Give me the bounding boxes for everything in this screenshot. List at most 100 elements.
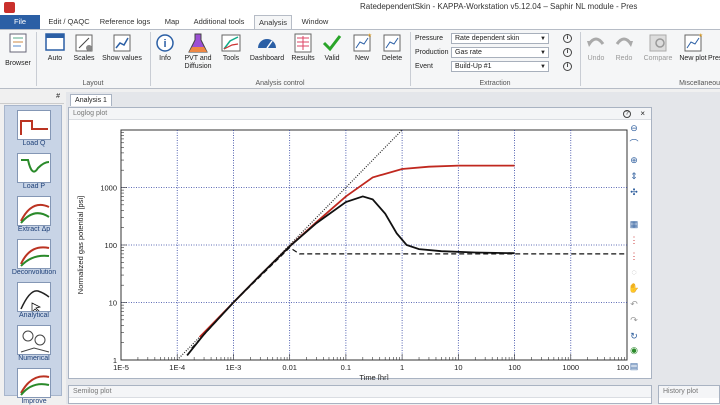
delete-plot-icon	[381, 32, 403, 54]
redo-button[interactable]: Redo	[612, 32, 636, 63]
hand-icon[interactable]: ✋	[628, 283, 640, 293]
x-tick-label: 1E-4	[169, 363, 185, 372]
production-info-icon[interactable]: i	[563, 48, 572, 57]
history-plot-header: History plot	[659, 386, 719, 398]
load-q-button[interactable]: Load Q	[5, 110, 63, 147]
scales-icon	[73, 32, 95, 54]
layout-group-label: Layout	[82, 80, 104, 87]
title-bar: RatedependentSkin - KAPPA-Workstation v5…	[0, 0, 720, 15]
svg-text:*: *	[699, 32, 703, 42]
analysis-control-group-label: Analysis control	[255, 80, 305, 87]
load-p-icon	[17, 153, 51, 183]
analytical-button[interactable]: Analytical	[5, 282, 63, 319]
undo-icon	[585, 32, 607, 54]
document-tab-analysis-1[interactable]: Analysis 1	[70, 94, 112, 106]
x-tick-label: 1	[400, 363, 404, 372]
tab-analysis[interactable]: Analysis	[254, 15, 292, 29]
new-plot-button[interactable]: * New plot	[679, 32, 707, 62]
numerical-button[interactable]: Numerical	[5, 325, 63, 362]
dropdown-arrow-icon: ▼	[540, 36, 546, 42]
tools-button[interactable]: Tools	[218, 32, 244, 63]
lock-icon[interactable]: ◌	[631, 267, 637, 277]
y-tick-label: 1	[113, 356, 117, 365]
load-p-button[interactable]: Load P	[5, 153, 63, 190]
new-analysis-button[interactable]: * New	[350, 32, 374, 63]
show-values-button[interactable]: Show values	[100, 32, 144, 63]
refresh-icon[interactable]: ↻	[630, 331, 638, 341]
new-plot-icon: *	[351, 32, 373, 54]
results-button[interactable]: Results	[289, 32, 317, 63]
reset-icon[interactable]: ↶	[630, 299, 638, 309]
semilog-plot-panel: Semilog plot	[68, 385, 652, 404]
deconvolution-button[interactable]: Deconvolution	[5, 239, 63, 276]
production-select[interactable]: Gas rate ▼	[451, 47, 549, 58]
tab-edit-qaqc[interactable]: Edit / QAQC	[48, 17, 90, 26]
production-label: Production	[415, 49, 449, 56]
plot-toolbar: ⊖ ⌒ ⊕ ⇕ ✣ ▦ ⋮ ⋮ ◌ ✋ ↶ ↷ ↻ ◉ ▤	[627, 122, 641, 378]
compare-button[interactable]: Compare	[640, 32, 676, 63]
markers-icon[interactable]: ⋮	[629, 251, 639, 261]
tab-reference-logs[interactable]: Reference logs	[99, 17, 151, 26]
help-icon[interactable]: ?	[623, 110, 631, 118]
x-tick-label: 0.01	[282, 363, 297, 372]
auto-icon	[44, 32, 66, 54]
tab-map[interactable]: Map	[164, 17, 180, 26]
y-tick-label: 1000	[100, 184, 117, 193]
stretch-icon[interactable]: ⇕	[630, 171, 638, 181]
pan-icon[interactable]: ⌒	[629, 139, 639, 149]
event-info-icon[interactable]: i	[563, 62, 572, 71]
app-icon[interactable]	[4, 2, 15, 13]
zoom-out-icon[interactable]: ⊖	[630, 123, 638, 133]
show-values-icon	[111, 32, 133, 54]
y-axis-label: Normalized gas potential [psi]	[76, 196, 85, 294]
x-tick-label: 100	[508, 363, 521, 372]
grid-icon[interactable]: ▦	[629, 219, 639, 229]
close-icon[interactable]: ×	[640, 109, 645, 118]
zoom-in-icon[interactable]: ⊕	[630, 155, 638, 165]
scales-button[interactable]: Scales	[70, 32, 98, 63]
y-tick-label: 10	[109, 299, 117, 308]
separator	[36, 32, 37, 86]
auto-button[interactable]: Auto	[42, 32, 68, 63]
compare-icon	[647, 32, 669, 54]
pres-button[interactable]: Pres	[708, 32, 720, 63]
undo-button[interactable]: Undo	[584, 32, 608, 63]
rescale-icon[interactable]: ⋮	[629, 235, 639, 245]
pvt-diffusion-button[interactable]: PVT and Diffusion	[180, 32, 216, 71]
event-select[interactable]: Build-Up #1 ▼	[451, 61, 549, 72]
left-panel: # Load Q Load P Extract Δp Deconvolution…	[0, 92, 64, 405]
dropdown-arrow-icon: ▼	[540, 50, 546, 56]
separator	[580, 32, 581, 86]
pressure-select[interactable]: Rate dependent skin ▼	[451, 33, 549, 44]
extraction-group-label: Extraction	[479, 80, 511, 87]
new-plot-icon: *	[682, 32, 704, 54]
info-button[interactable]: i Info	[153, 32, 177, 63]
window-title: RatedependentSkin - KAPPA-Workstation v5…	[360, 2, 638, 11]
miscellaneous-group-label: Miscellaneou	[679, 80, 720, 87]
valid-icon[interactable]: ◉	[630, 345, 638, 355]
separator	[410, 32, 411, 86]
y-tick-label: 100	[104, 241, 117, 250]
x-tick-label: 1E-5	[113, 363, 129, 372]
copy-icon[interactable]: ▤	[629, 361, 639, 371]
tab-window[interactable]: Window	[301, 17, 329, 26]
x-tick-label: 1E-3	[226, 363, 242, 372]
extract-dp-button[interactable]: Extract Δp	[5, 196, 63, 233]
pin-icon[interactable]: #	[56, 93, 60, 100]
tab-additional-tools[interactable]: Additional tools	[193, 17, 245, 26]
pvt-flask-icon	[187, 32, 209, 54]
loglog-chart[interactable]: 1E-5 1E-4 1E-3 0.01 0.1 1 10 100 1000 10000 1 10 100…	[69, 120, 629, 380]
delete-button[interactable]: Delete	[378, 32, 406, 63]
pressure-info-icon[interactable]: i	[563, 34, 572, 43]
dashboard-button[interactable]: Dashboard	[248, 32, 286, 63]
checkmark-icon	[321, 32, 343, 54]
ribbon: Browser Auto Scales Show values Layout i…	[0, 29, 720, 89]
improve-button[interactable]: Improve	[5, 368, 63, 405]
browser-button[interactable]: Browser	[3, 32, 33, 68]
line-icon[interactable]: ↷	[630, 315, 638, 325]
analytical-icon	[17, 282, 51, 312]
tab-file[interactable]: File	[0, 15, 40, 29]
valid-button[interactable]: Valid	[320, 32, 344, 63]
loglog-plot-panel: Loglog plot ? × 1E-5 1E-4 1E-3 0.01 0.1 1 10 10…	[68, 107, 652, 380]
fit-icon[interactable]: ✣	[630, 187, 638, 197]
